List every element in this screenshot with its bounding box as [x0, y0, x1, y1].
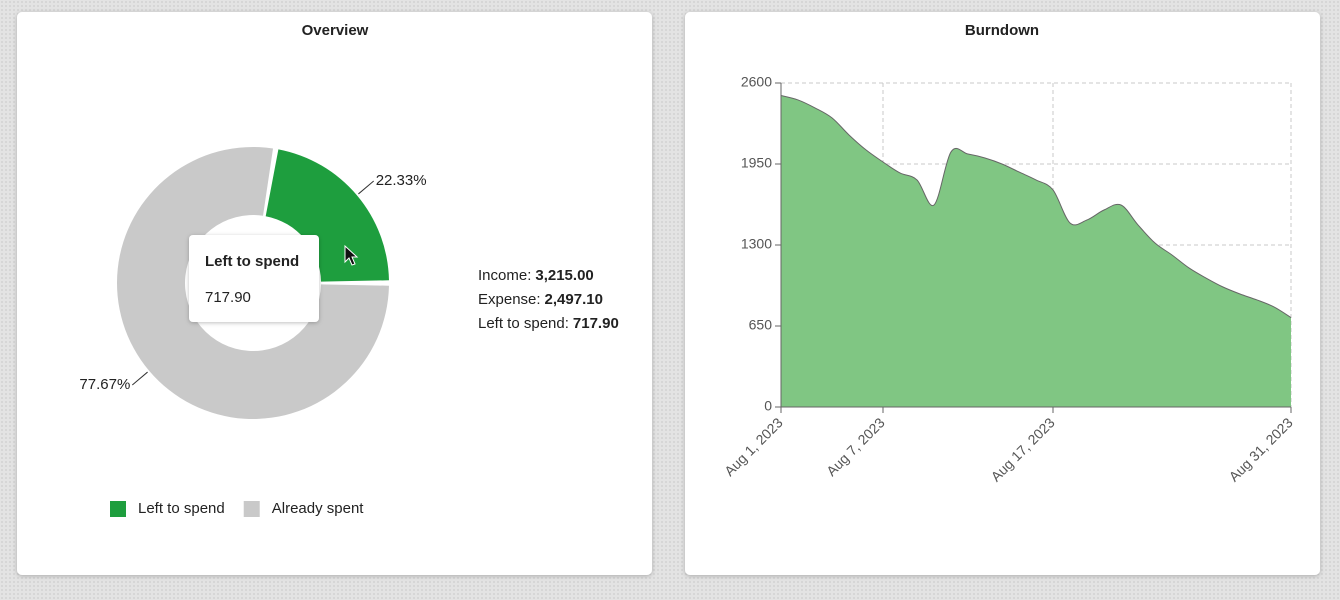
legend-label[interactable]: Already spent [272, 500, 365, 517]
summary-label: Expense: [478, 291, 541, 308]
slice-label: 77.67% [79, 376, 130, 393]
y-tick-label: 650 [749, 317, 773, 333]
pie-slice[interactable] [265, 149, 389, 282]
summary-line: Expense: 2,497.10 [478, 291, 603, 308]
y-tick-label: 1300 [741, 236, 772, 252]
legend-swatch[interactable] [110, 501, 126, 517]
label-leader [131, 371, 148, 386]
summary-value: 2,497.10 [545, 291, 603, 308]
overview-title: Overview [302, 22, 369, 39]
pie-slice[interactable] [117, 147, 389, 420]
tooltip-box [189, 235, 319, 322]
y-tick-label: 0 [764, 398, 772, 414]
y-tick-label: 2600 [741, 74, 772, 90]
summary-line: Left to spend: 717.90 [478, 315, 619, 332]
slice-label: 22.33% [376, 172, 427, 189]
summary-label: Income: [478, 267, 531, 284]
area-line [780, 94, 1292, 318]
cursor [344, 244, 359, 266]
legend-label[interactable]: Left to spend [138, 500, 225, 517]
burndown-title: Burndown [965, 22, 1039, 39]
donut-chart: 22.33% 77.67% Left to spend Already spent [79, 147, 427, 517]
summary-value: 3,215.00 [535, 267, 593, 284]
y-tick-label: 1950 [741, 155, 772, 171]
summary-label: Left to spend: [478, 315, 569, 332]
tooltip: Left to spend 717.90 [189, 235, 319, 322]
area-fill [781, 95, 1291, 407]
label-leader [358, 180, 375, 195]
summary-value: 717.90 [573, 315, 619, 332]
summary-line: Income: 3,215.00 [478, 267, 594, 284]
legend-swatch[interactable] [243, 501, 260, 517]
tooltip-value: 717.90 [205, 289, 251, 306]
tooltip-title: Left to spend [205, 253, 299, 270]
